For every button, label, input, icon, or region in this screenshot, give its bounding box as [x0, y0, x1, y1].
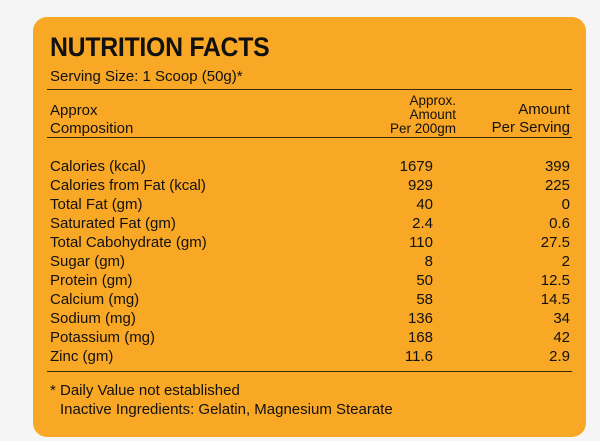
nutrition-title: NUTRITION FACTS — [50, 32, 270, 62]
nutrient-name: Protein (gm) — [50, 272, 133, 289]
divider-bottom — [47, 371, 572, 372]
nutrient-name: Total Fat (gm) — [50, 196, 143, 213]
inactive-ingredients: Inactive Ingredients: Gelatin, Magnesium… — [60, 401, 393, 418]
table-row: Potassium (mg) 168 42 — [50, 328, 570, 347]
table-row: Protein (gm) 50 12.5 — [50, 271, 570, 290]
table-row: Calcium (mg) 58 14.5 — [50, 290, 570, 309]
amount-per-200gm: 110 — [409, 234, 433, 251]
amount-per-serving: 14.5 — [540, 291, 570, 308]
table-row: Sodium (mg) 136 34 — [50, 309, 570, 328]
amount-per-200gm: 11.6 — [404, 348, 433, 365]
nutrient-name: Calories from Fat (kcal) — [50, 177, 206, 194]
amount-per-serving: 27.5 — [540, 234, 570, 251]
header-serving-line1: Amount — [518, 101, 570, 118]
nutrition-table: Calories (kcal) 1679 399 Calories from F… — [50, 157, 570, 366]
amount-per-200gm: 40 — [416, 196, 433, 213]
amount-per-serving: 225 — [544, 177, 570, 194]
nutrient-name: Calories (kcal) — [50, 158, 146, 175]
amount-per-serving: 42 — [553, 329, 570, 346]
header-per-200gm: Approx. Amount Per 200gm — [390, 94, 456, 136]
amount-per-200gm: 2.4 — [412, 215, 433, 232]
nutrition-facts-panel: NUTRITION FACTS Serving Size: 1 Scoop (5… — [33, 17, 586, 437]
header-per200-line2: Amount — [409, 107, 456, 122]
amount-per-200gm: 50 — [416, 272, 433, 289]
header-serving-line2: Per Serving — [491, 119, 570, 136]
amount-per-200gm: 8 — [424, 253, 433, 270]
table-row: Total Cabohydrate (gm) 110 27.5 — [50, 233, 570, 252]
header-composition: Approx Composition — [50, 102, 133, 138]
header-per200-line3: Per 200gm — [389, 121, 456, 136]
nutrient-name: Saturated Fat (gm) — [50, 215, 176, 232]
amount-per-200gm: 1679 — [399, 158, 433, 175]
table-row: Sugar (gm) 8 2 — [50, 252, 570, 271]
serving-size: Serving Size: 1 Scoop (50g)* — [50, 68, 243, 85]
amount-per-200gm: 168 — [407, 329, 433, 346]
amount-per-serving: 0 — [561, 196, 570, 213]
nutrient-name: Potassium (mg) — [50, 329, 156, 346]
daily-value-footnote: * Daily Value not established — [50, 382, 240, 399]
nutrient-name: Calcium (mg) — [50, 291, 140, 308]
amount-per-200gm: 136 — [407, 310, 433, 327]
header-per-serving: Amount Per Serving — [492, 101, 570, 137]
nutrient-name: Sugar (gm) — [50, 253, 126, 270]
table-row: Saturated Fat (gm) 2.4 0.6 — [50, 214, 570, 233]
header-per200-line1: Approx. — [409, 93, 456, 108]
amount-per-200gm: 58 — [416, 291, 433, 308]
header-composition-line2: Composition — [50, 120, 134, 137]
divider-top — [47, 89, 572, 90]
amount-per-serving: 34 — [553, 310, 570, 327]
table-row: Calories from Fat (kcal) 929 225 — [50, 176, 570, 195]
nutrient-name: Total Cabohydrate (gm) — [50, 234, 207, 251]
amount-per-serving: 12.5 — [540, 272, 570, 289]
nutrient-name: Sodium (mg) — [50, 310, 136, 327]
nutrient-name: Zinc (gm) — [50, 348, 114, 365]
table-row: Calories (kcal) 1679 399 — [50, 157, 570, 176]
amount-per-serving: 399 — [544, 158, 570, 175]
divider-header — [47, 137, 572, 138]
amount-per-serving: 2 — [561, 253, 570, 270]
header-composition-line1: Approx — [50, 102, 98, 119]
table-row: Total Fat (gm) 40 0 — [50, 195, 570, 214]
amount-per-serving: 0.6 — [549, 215, 570, 232]
amount-per-200gm: 929 — [407, 177, 433, 194]
amount-per-serving: 2.9 — [549, 348, 570, 365]
table-row: Zinc (gm) 11.6 2.9 — [50, 347, 570, 366]
